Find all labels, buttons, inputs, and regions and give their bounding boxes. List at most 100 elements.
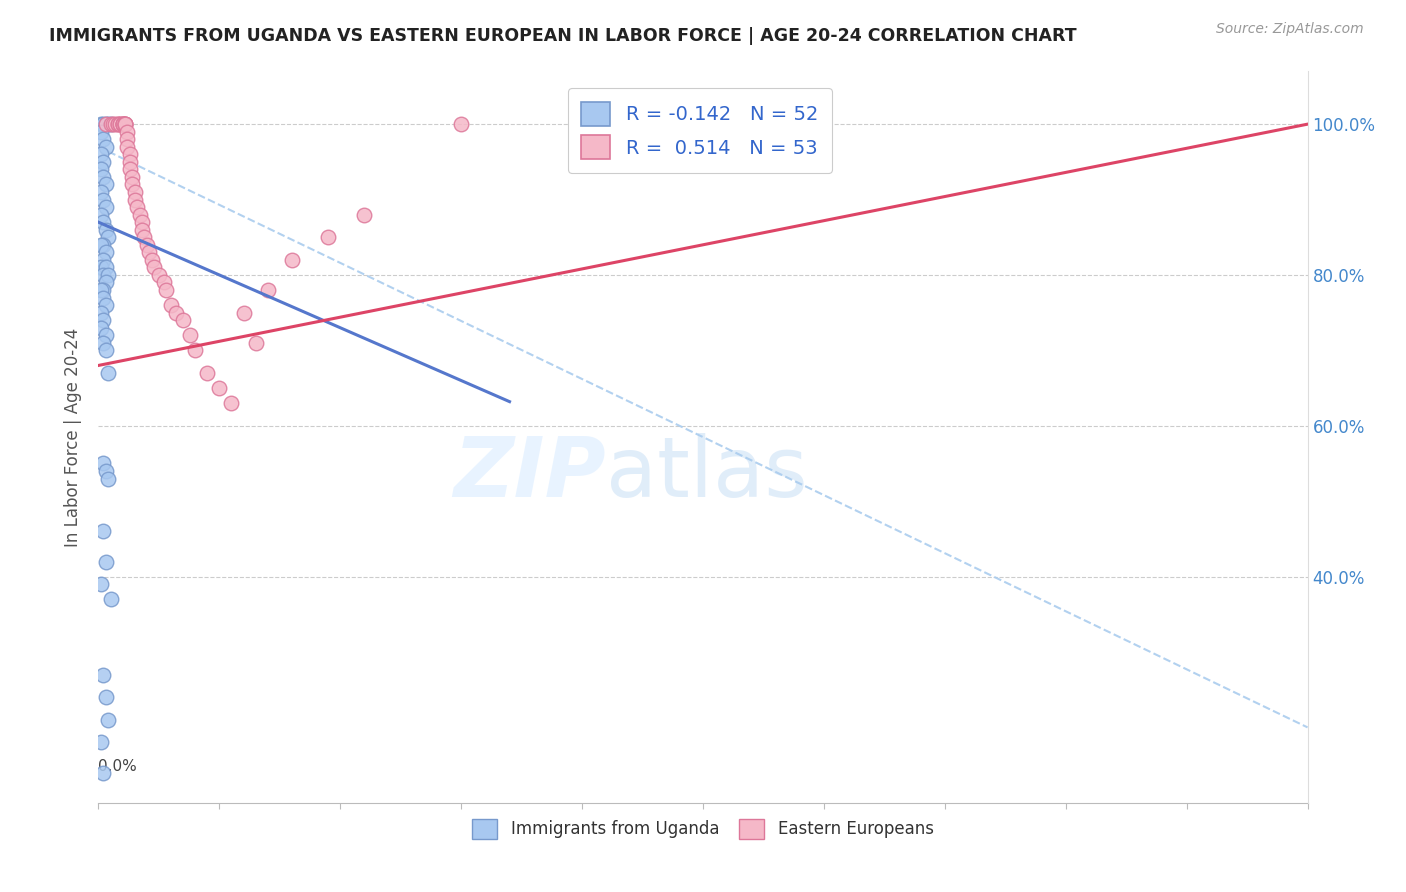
Point [143,260,166,275]
Point [245,335,267,350]
Point [195,366,218,380]
Point [100,592,122,607]
Point [90,306,112,320]
Point [90,283,112,297]
Point [124,185,146,199]
Point [108,117,131,131]
Point [134,230,156,244]
Point [104,117,127,131]
Point [97,471,120,485]
Point [165,306,187,320]
Point [121,178,143,192]
Point [90,208,112,222]
Point [108,117,131,131]
Point [141,252,163,267]
Point [114,117,136,131]
Point [152,276,174,290]
Point [97,366,120,380]
Point [91,237,114,252]
Point [450,117,472,131]
Point [111,117,134,131]
Point [91,117,114,131]
Point [148,268,170,282]
Point [94,276,117,290]
Point [100,117,122,131]
Point [155,283,177,297]
Point [256,283,278,297]
Point [94,117,117,131]
Point [91,457,114,471]
Point [94,328,117,343]
Point [91,667,114,681]
Point [118,147,141,161]
Point [184,343,207,358]
Point [91,132,114,146]
Point [90,125,112,139]
Point [131,215,153,229]
Point [353,208,375,222]
Point [91,252,114,267]
Point [94,298,117,312]
Y-axis label: In Labor Force | Age 20-24: In Labor Force | Age 20-24 [65,327,83,547]
Point [97,713,120,727]
Point [90,162,112,177]
Point [131,223,153,237]
Point [118,162,141,177]
Point [91,193,114,207]
Text: IMMIGRANTS FROM UGANDA VS EASTERN EUROPEAN IN LABOR FORCE | AGE 20-24 CORRELATIO: IMMIGRANTS FROM UGANDA VS EASTERN EUROPE… [49,27,1077,45]
Point [117,140,139,154]
Point [172,313,194,327]
Point [94,117,117,131]
Point [281,252,304,267]
Point [97,230,120,244]
Point [90,260,112,275]
Point [94,245,117,260]
Point [90,320,112,334]
Text: Source: ZipAtlas.com: Source: ZipAtlas.com [1216,22,1364,37]
Point [94,464,117,478]
Point [91,268,114,282]
Point [124,193,146,207]
Text: ZIP: ZIP [454,434,606,514]
Point [117,132,139,146]
Point [128,208,150,222]
Point [111,117,134,131]
Point [90,577,112,591]
Point [221,396,243,410]
Point [232,306,254,320]
Point [94,178,117,192]
Point [91,765,114,780]
Point [91,335,114,350]
Point [94,554,117,568]
Point [91,524,114,539]
Point [94,223,117,237]
Point [100,117,122,131]
Point [111,117,134,131]
Point [90,147,112,161]
Point [107,117,129,131]
Point [316,230,339,244]
Text: 0.0%: 0.0% [98,759,138,774]
Point [118,154,141,169]
Point [90,237,112,252]
Point [135,237,157,252]
Point [117,125,139,139]
Point [94,260,117,275]
Text: atlas: atlas [606,434,808,514]
Point [97,117,120,131]
Point [94,200,117,214]
Point [114,117,136,131]
Point [91,215,114,229]
Point [107,117,129,131]
Point [94,140,117,154]
Legend: Immigrants from Uganda, Eastern Europeans: Immigrants from Uganda, Eastern European… [465,812,941,846]
Point [111,117,134,131]
Point [179,328,201,343]
Point [101,117,124,131]
Point [91,283,114,297]
Point [94,690,117,705]
Point [127,200,149,214]
Point [114,117,136,131]
Point [91,313,114,327]
Point [90,735,112,749]
